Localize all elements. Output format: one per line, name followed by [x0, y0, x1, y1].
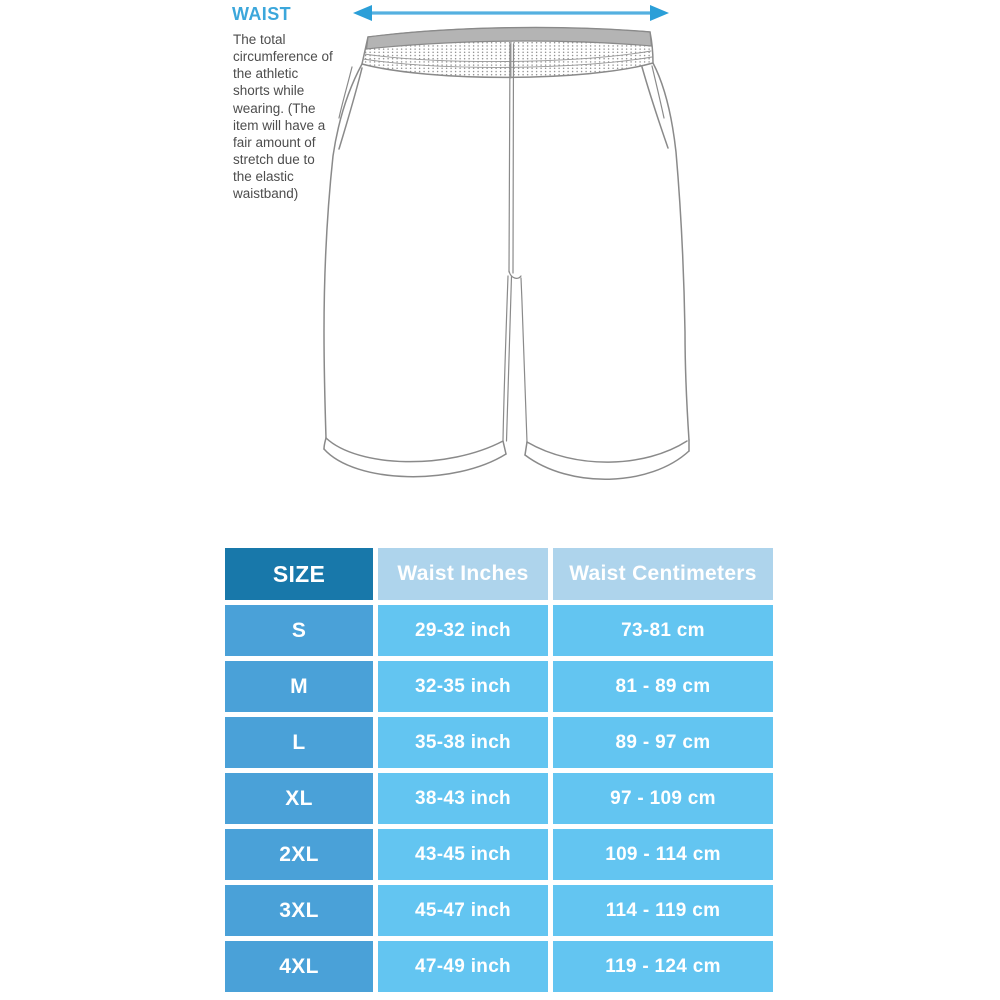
waist-measure-arrow-icon — [353, 5, 669, 21]
size-cell: M — [225, 661, 373, 712]
left-pocket-inner-curve — [338, 66, 353, 119]
cm-cell: 81 - 89 cm — [553, 661, 773, 712]
size-chart-table: SIZE Waist Inches Waist Centimeters S 29… — [225, 548, 773, 992]
cm-cell: 73-81 cm — [553, 605, 773, 656]
inches-cell: 35-38 inch — [378, 717, 548, 768]
right-pocket-inner-curve — [651, 65, 665, 119]
size-cell: S — [225, 605, 373, 656]
left-hem-inner-edge — [502, 440, 507, 455]
right-hem-bottom — [524, 450, 690, 480]
cm-cell: 89 - 97 cm — [553, 717, 773, 768]
right-hem-inner-edge — [524, 441, 528, 456]
right-pocket-curve — [641, 66, 669, 149]
right-inner-edge — [520, 277, 528, 443]
shorts-diagram — [323, 5, 690, 480]
center-front-seam — [512, 43, 515, 274]
left-hem-top — [325, 437, 504, 463]
inches-cell: 32-35 inch — [378, 661, 548, 712]
waistband-stitch-row — [363, 50, 652, 63]
size-cell: XL — [225, 773, 373, 824]
right-outer-seam — [652, 62, 690, 441]
shorts-illustration — [323, 26, 690, 480]
waistband-stitch-row — [362, 56, 653, 68]
column-header-waist-inches: Waist Inches — [378, 548, 548, 600]
column-header-waist-centimeters: Waist Centimeters — [553, 548, 773, 600]
size-cell: 4XL — [225, 941, 373, 992]
right-hem-top — [526, 440, 688, 463]
center-front-seam — [508, 43, 511, 273]
cm-cell: 97 - 109 cm — [553, 773, 773, 824]
inches-cell: 47-49 inch — [378, 941, 548, 992]
inches-cell: 29-32 inch — [378, 605, 548, 656]
left-hem-bottom — [323, 448, 507, 478]
column-header-size: SIZE — [225, 548, 373, 600]
waist-description: The total circumference of the athletic … — [233, 32, 333, 202]
cm-cell: 109 - 114 cm — [553, 829, 773, 880]
cm-cell: 114 - 119 cm — [553, 885, 773, 936]
inches-cell: 38-43 inch — [378, 773, 548, 824]
waistband-top-strip — [365, 26, 653, 50]
arrow-head-right — [650, 5, 669, 21]
size-cell: L — [225, 717, 373, 768]
left-inner-edge — [505, 275, 513, 442]
arrow-head-left — [353, 5, 372, 21]
size-cell: 3XL — [225, 885, 373, 936]
left-inner-edge — [502, 275, 509, 441]
waist-title: WAIST — [232, 4, 291, 24]
size-cell: 2XL — [225, 829, 373, 880]
left-hem-outer-edge — [323, 437, 327, 450]
left-pocket-curve — [338, 67, 363, 150]
inches-cell: 43-45 inch — [378, 829, 548, 880]
cm-cell: 119 - 124 cm — [553, 941, 773, 992]
left-outer-seam — [323, 63, 363, 439]
inches-cell: 45-47 inch — [378, 885, 548, 936]
crotch-notch — [508, 270, 522, 279]
